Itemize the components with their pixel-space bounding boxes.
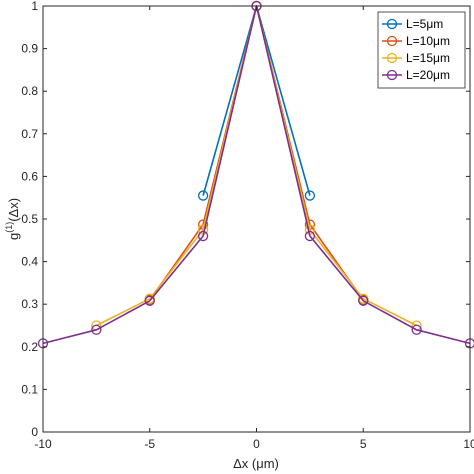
data-point [304, 230, 316, 242]
y-axis-label-sup: (1) [4, 222, 14, 233]
legend-item: L=5μm [382, 17, 443, 31]
legend: L=5μm L=10μm L=15μm L=20μm [377, 11, 466, 89]
y-tick-label: 0.8 [21, 84, 38, 98]
legend-item: L=20μm [382, 68, 450, 82]
y-tick-label: 0.7 [21, 127, 38, 141]
y-tick-label: 0.4 [21, 255, 38, 269]
y-tick-label: 0.1 [21, 382, 38, 396]
y-tick-label: 0.9 [21, 42, 38, 56]
legend-label: L=5μm [406, 17, 443, 31]
x-tick-label: 5 [360, 437, 367, 451]
data-point [304, 190, 316, 201]
legend-label: L=20μm [406, 68, 450, 82]
legend-swatch-marker [386, 35, 398, 47]
y-tick-label: 1 [31, 0, 38, 13]
legend-item: L=10μm [382, 34, 450, 48]
x-tick-label: 0 [253, 437, 260, 451]
y-axis-label: g(1)(Δx) [4, 198, 21, 240]
y-tick-label: 0.6 [21, 169, 38, 183]
y-axis-label-base: g [6, 233, 21, 240]
legend-swatch-marker [386, 52, 398, 64]
legend-label: L=15μm [406, 51, 450, 65]
data-point [91, 324, 102, 335]
legend-swatch-marker [386, 18, 398, 30]
legend-item: L=15μm [382, 51, 450, 65]
y-tick-label: 0.2 [21, 340, 38, 354]
x-tick-label: -5 [144, 437, 155, 451]
x-tick-label: -10 [34, 437, 52, 451]
y-tick-label: 0.5 [21, 212, 38, 226]
legend-swatch-marker [386, 69, 398, 81]
data-point [358, 295, 369, 306]
data-point [144, 295, 155, 306]
y-tick-label: 0 [31, 425, 38, 439]
data-point [197, 190, 209, 201]
data-point [197, 230, 209, 242]
y-axis-label-arg: (Δx) [6, 198, 21, 222]
legend-label: L=10μm [406, 34, 450, 48]
y-tick-label: 0.3 [21, 297, 38, 311]
x-tick-label: 10 [463, 437, 474, 451]
x-axis-label: Δx (μm) [233, 456, 279, 471]
axes-layer: -10 -5 0 5 10 0 0.1 0.2 0.3 0.4 0.5 0.6 0.7 0.8 0.9 1 [21, 0, 474, 451]
data-point [411, 324, 422, 335]
